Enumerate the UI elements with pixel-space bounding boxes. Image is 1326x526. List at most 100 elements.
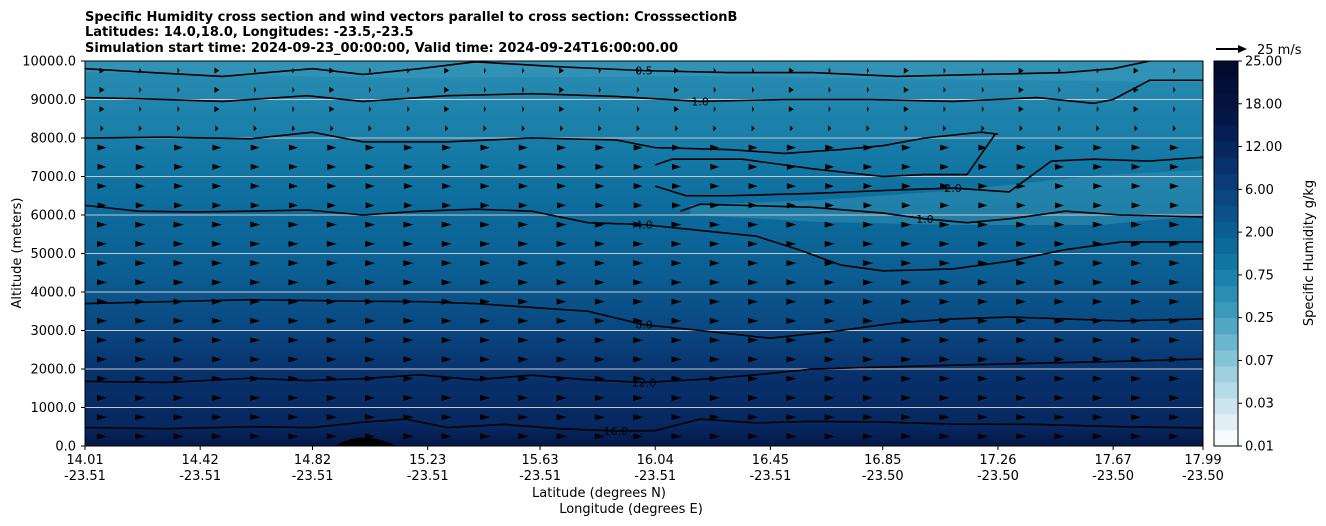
wind-arrow-71 [594, 394, 605, 401]
wind-arrow-470 [330, 125, 334, 132]
wind-arrow-156 [518, 337, 529, 344]
wind-arrow-217 [633, 298, 644, 305]
wind-arrow-531 [444, 86, 450, 93]
wind-arrow-180 [326, 317, 337, 324]
contour-label-8: 1.0 [691, 95, 709, 108]
title-line-3: Simulation start time: 2024-09-23_00:00:… [85, 41, 678, 56]
colorbar-band-5 [1214, 349, 1238, 367]
wind-arrow-124 [403, 356, 414, 363]
y-tick-label-4: 4000.0 [31, 286, 77, 301]
wind-arrow-533 [522, 86, 525, 93]
wind-arrow-534 [559, 86, 565, 93]
wind-arrow-282 [901, 260, 912, 267]
wind-arrow-412 [327, 163, 337, 170]
colorbar-tick-label-2: 0.07 [1245, 354, 1274, 369]
wind-arrow-45 [709, 414, 720, 421]
wind-arrow-513 [867, 106, 869, 113]
wind-arrow-578 [1133, 67, 1139, 74]
wind-arrow-26 [1092, 433, 1103, 440]
wind-arrow-150 [288, 337, 299, 344]
contour-line-0 [85, 418, 1203, 432]
wind-arrow-499 [329, 106, 335, 113]
wind-arrow-117 [135, 356, 146, 363]
wind-arrow-501 [407, 106, 410, 113]
wind-arrow-67 [441, 394, 452, 401]
wind-arrow-49 [863, 414, 873, 421]
wind-arrow-435 [97, 144, 107, 151]
wind-arrow-140 [1016, 356, 1027, 363]
wind-arrow-456 [901, 144, 911, 151]
wind-arrow-2 [173, 433, 184, 440]
wind-arrow-89 [173, 375, 184, 382]
colorbar-band-0 [1214, 429, 1238, 447]
wind-arrow-172 [1131, 337, 1142, 344]
wind-arrow-264 [211, 260, 222, 267]
wind-arrow-313 [977, 240, 988, 247]
wind-arrow-466 [177, 125, 181, 132]
wind-arrow-130 [633, 356, 644, 363]
x-tick-label-lat-3: 15.23 [409, 453, 446, 468]
wind-arrow-381 [250, 183, 260, 190]
wind-arrow-152 [365, 337, 376, 344]
wind-arrow-105 [786, 375, 797, 382]
wind-arrow-321 [173, 221, 184, 228]
wind-arrow-70 [556, 394, 567, 401]
x-tick-label-lat-8: 17.26 [979, 453, 1016, 468]
y-tick-label-8: 8000.0 [31, 132, 77, 147]
wind-arrow-525 [214, 86, 220, 93]
wind-arrow-85 [1131, 394, 1142, 401]
wind-arrow-367 [825, 202, 835, 209]
wind-arrow-387 [480, 183, 490, 190]
wind-arrow-420 [633, 163, 643, 170]
wind-arrow-111 [1016, 375, 1027, 382]
wind-arrow-249 [748, 279, 759, 286]
wind-arrow-440 [289, 144, 298, 151]
wind-arrow-495 [177, 106, 180, 113]
colorbar-tick-label-6: 6.00 [1245, 183, 1274, 198]
wind-arrow-469 [292, 125, 295, 132]
wind-arrow-368 [863, 202, 873, 209]
wind-arrow-191 [748, 317, 759, 324]
wind-arrow-375 [1131, 202, 1141, 209]
wind-arrow-271 [480, 260, 490, 267]
wind-arrow-126 [480, 356, 490, 363]
wind-arrow-80 [939, 394, 950, 401]
wind-arrow-309 [824, 240, 835, 247]
wind-arrow-166 [901, 337, 912, 344]
colorbar-band-16 [1214, 173, 1238, 190]
wind-arrow-28 [1169, 433, 1180, 440]
wind-arrow-311 [901, 240, 912, 247]
wind-arrow-535 [598, 86, 601, 93]
wind-arrow-170 [1054, 337, 1065, 344]
x-tick-label-lon-7: -23.50 [862, 469, 904, 484]
wind-arrow-132 [709, 356, 720, 363]
contour-lines [85, 61, 1203, 432]
contour-label-0: 16.0 [604, 425, 629, 438]
wind-arrow-58 [97, 394, 107, 401]
wind-arrow-61 [211, 394, 222, 401]
wind-arrow-86 [1169, 394, 1180, 401]
wind-arrow-174 [97, 317, 107, 324]
wind-arrow-133 [748, 356, 759, 363]
x-axis-label-longitude: Longitude (degrees E) [559, 502, 703, 517]
x-tick-label-lat-0: 14.01 [66, 453, 103, 468]
wind-arrow-244 [556, 279, 567, 286]
wind-arrow-176 [173, 317, 184, 324]
wind-arrow-192 [786, 317, 797, 324]
x-tick-label-lon-5: -23.51 [634, 469, 676, 484]
colorbar-band-15 [1214, 189, 1238, 206]
wind-arrow-560 [444, 67, 450, 74]
colorbar-band-17 [1214, 157, 1238, 174]
wind-arrow-218 [671, 298, 682, 305]
wind-arrow-30 [135, 414, 146, 421]
wind-arrow-571 [867, 67, 869, 74]
wind-arrow-553 [177, 67, 180, 74]
quiver-key-label: 25 m/s [1257, 43, 1302, 58]
colorbar-tick-label-1: 0.03 [1245, 397, 1274, 412]
wind-arrow-231 [1169, 298, 1180, 305]
wind-arrow-297 [365, 240, 376, 247]
wind-arrow-275 [633, 260, 644, 267]
wind-arrow-547 [1058, 86, 1061, 93]
wind-arrow-497 [254, 106, 257, 113]
wind-arrow-225 [939, 298, 950, 305]
